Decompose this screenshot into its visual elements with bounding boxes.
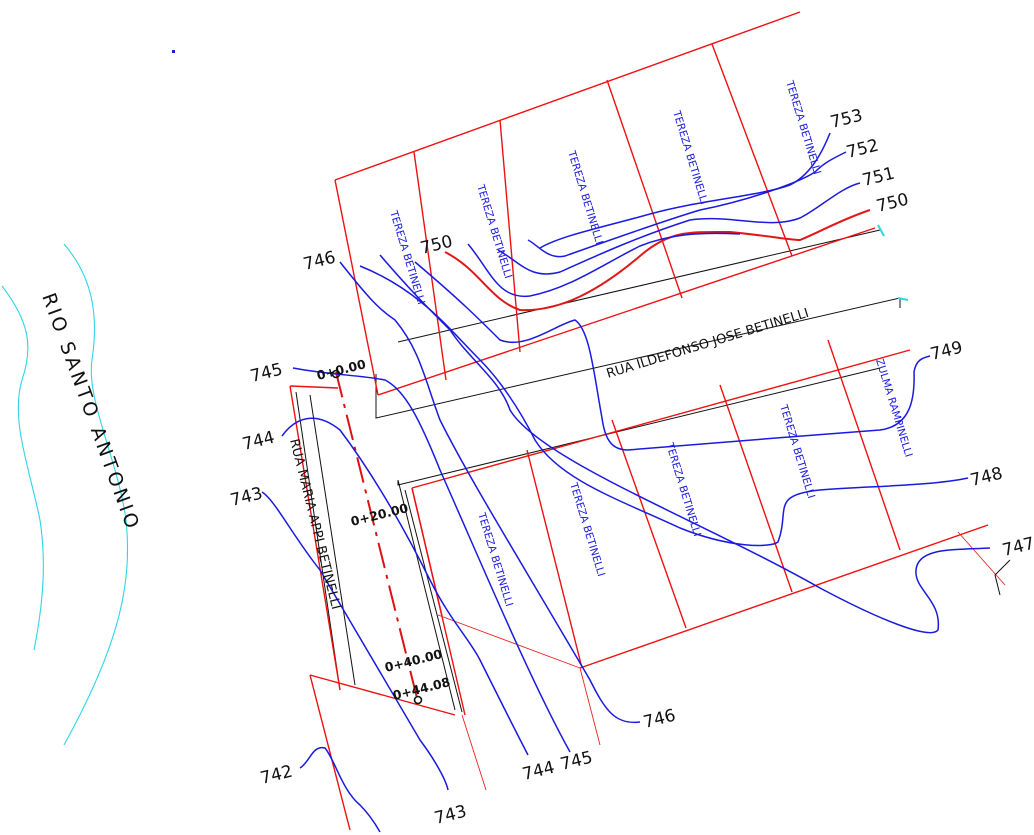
contour-label: 751 <box>860 164 896 191</box>
lot-south-thin <box>461 714 487 791</box>
lot-divider-n3 <box>606 79 683 299</box>
contour-label: 743 <box>228 484 264 511</box>
river-banks <box>1 50 175 746</box>
contour-label: 750 <box>874 190 910 217</box>
contour-label: 745 <box>558 748 594 775</box>
lots-south-front <box>411 349 911 489</box>
lot-south-wedge <box>309 674 456 716</box>
contour-label: 744 <box>240 428 276 455</box>
lot-divider-n2 <box>499 119 521 353</box>
lot-divider-n4 <box>711 43 793 257</box>
lot-owner-label: TEREZA BETINELLI <box>777 402 817 500</box>
contour-label: 747 <box>1000 534 1034 561</box>
station-marker-end <box>413 695 423 705</box>
contour-label: 746 <box>301 248 337 275</box>
lot-east-thin <box>957 531 1006 586</box>
contour-745 <box>292 367 571 753</box>
lot-divider-n1 <box>413 151 447 381</box>
lot-diagonal-thin <box>437 614 581 669</box>
river-bank-east <box>63 243 129 746</box>
contour-747 <box>379 254 991 634</box>
lot-south-wedge-west <box>309 674 351 831</box>
cyan-mark-2 <box>877 224 885 237</box>
contour-label: 752 <box>844 136 880 163</box>
contour-749 <box>414 261 931 451</box>
lots-north-west-side <box>334 179 379 396</box>
contour-753 <box>539 132 831 249</box>
street-main-mid <box>397 229 881 343</box>
street-east-stub <box>994 559 1011 596</box>
lots-south-back <box>579 524 989 669</box>
lots-north-outline <box>334 11 801 181</box>
lot-side-west-outer <box>289 385 339 389</box>
contour-744 <box>281 417 529 756</box>
lot-owner-label: TEREZA BETINELLI <box>670 108 710 206</box>
lot-owner-label: TEREZA BETINELLI <box>783 78 823 176</box>
contour-label: 746 <box>641 706 677 733</box>
lot-owner-label: ZULMA RAMPINELLI <box>873 357 914 458</box>
contour-label: 748 <box>968 464 1004 491</box>
street-label-side: RUA MARIA APPI BETINELLI <box>286 437 343 611</box>
contour-746 <box>339 261 641 724</box>
station-label: 0+0.00 <box>315 356 367 383</box>
contour-label: 745 <box>248 360 284 387</box>
survey-point <box>172 50 175 53</box>
lot-south-thin-2 <box>579 667 601 746</box>
street-side-inner-west <box>309 394 356 686</box>
contour-752 <box>527 151 847 258</box>
contour-742 <box>299 747 381 833</box>
lot-divider-s1 <box>526 449 583 669</box>
street-label-main: RUA ILDEFONSO JOSE BETINELLI <box>605 306 811 382</box>
lot-owner-label: TEREZA BETINELLI <box>567 480 607 578</box>
axis-line <box>335 371 419 703</box>
lot-owner-label: TEREZA BETINELLI <box>474 182 514 280</box>
contour-750-b <box>467 232 741 297</box>
contour-label: 749 <box>928 338 964 365</box>
lot-divider-s4 <box>827 339 901 551</box>
contour-label: 753 <box>828 106 864 133</box>
cyan-mark-1 <box>897 297 909 301</box>
street-side-west-edge <box>295 391 341 691</box>
river-label: RIO SANTO ANTONIO <box>37 290 144 534</box>
contour-750 <box>444 209 871 312</box>
lot-side-east <box>411 487 466 716</box>
contour-743 <box>261 491 449 791</box>
lot-divider-s3 <box>719 384 793 593</box>
river-bank-west <box>1 285 44 651</box>
lot-boundaries <box>289 11 1011 831</box>
contour-751 <box>497 182 861 275</box>
street-edges <box>295 224 909 713</box>
contour-label: 742 <box>258 762 294 789</box>
street-main-north-edge <box>375 297 901 419</box>
station-label: 0+40.00 <box>383 646 444 675</box>
lot-side-west <box>289 385 341 691</box>
contour-label: 743 <box>432 802 468 829</box>
street-side-east-inner <box>404 489 463 713</box>
contour-label: 744 <box>520 758 556 785</box>
contour-748 <box>359 265 969 547</box>
lot-divider-s2 <box>611 419 687 629</box>
street-side-east-edge <box>397 479 456 711</box>
contour-lines <box>261 132 991 833</box>
